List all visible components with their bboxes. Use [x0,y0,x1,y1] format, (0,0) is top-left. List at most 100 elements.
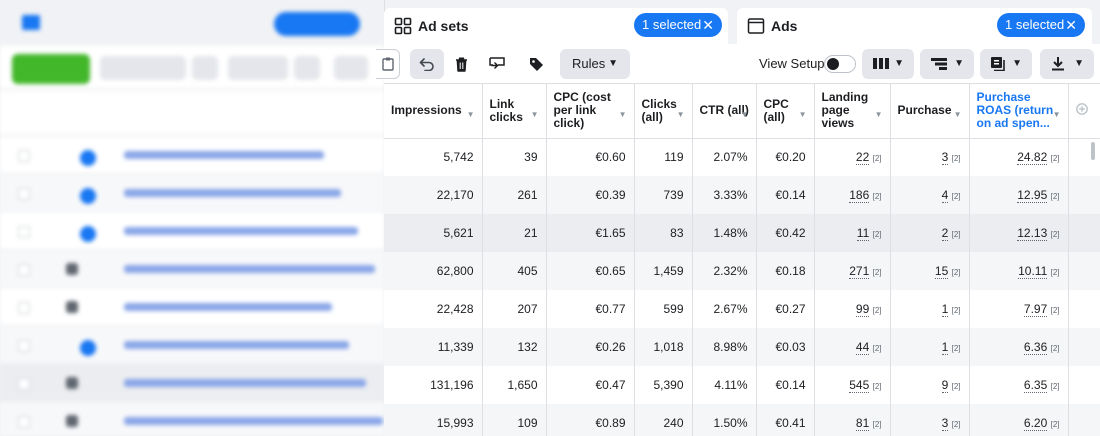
footnote-marker[interactable]: [2] [951,154,961,164]
table-row[interactable]: 5,742 39 €0.60 119 2.07% €0.20 22 [2] 3 [2] 24.8… [384,138,1100,176]
cell-roas[interactable]: 10.11 [2] [969,252,1069,290]
sort-icon[interactable]: ▼ [618,110,627,119]
table-row[interactable]: 15,993 109 €0.89 240 1.50% €0.41 81 [2] 3 [2] 6.… [384,404,1100,436]
campaign-name-blurred[interactable] [124,151,324,159]
campaign-name-blurred[interactable] [124,417,383,425]
footnote-marker[interactable]: [2] [1050,268,1060,277]
columns-dropdown[interactable]: ▼ [862,49,914,79]
footnote-marker[interactable]: [2] [872,306,882,315]
sort-icon[interactable]: ▼ [740,110,749,119]
column-header[interactable]: Impressions ▼ [384,84,483,139]
ads-tab[interactable]: Ads 1 selected ✕ [737,8,1092,44]
delete-button[interactable] [334,56,368,80]
footnote-marker[interactable]: [2] [872,268,882,277]
campaign-row-blurred[interactable] [0,402,384,436]
export-dropdown[interactable]: ▼ [1040,49,1094,79]
breakdown-dropdown[interactable]: ▼ [920,49,974,79]
cell-lpv[interactable]: 22 [2] [814,138,891,176]
row-checkbox[interactable] [18,378,30,390]
row-checkbox[interactable] [18,340,30,352]
cell-lpv[interactable]: 186 [2] [814,176,891,214]
cell-purchase[interactable]: 3 [2] [890,404,970,436]
campaign-row-blurred[interactable] [0,288,384,326]
duplicate-button[interactable] [100,56,186,80]
cell-lpv[interactable]: 99 [2] [814,290,891,328]
footnote-marker[interactable]: [2] [951,306,961,315]
footnote-marker[interactable]: [2] [1050,344,1060,353]
row-checkbox[interactable] [18,302,30,314]
campaign-toggle[interactable] [80,150,96,166]
vertical-scrollbar[interactable] [1091,142,1095,160]
cell-lpv[interactable]: 11 [2] [814,214,891,252]
rules-dropdown[interactable]: Rules ▼ [560,49,630,79]
cell-purchase[interactable]: 9 [2] [890,366,970,404]
cell-roas[interactable]: 6.20 [2] [969,404,1069,436]
campaign-name-blurred[interactable] [124,303,332,311]
cell-purchase[interactable]: 3 [2] [890,138,970,176]
sort-icon[interactable]: ▼ [466,110,475,119]
row-checkbox[interactable] [18,150,30,162]
table-row[interactable]: 5,621 21 €1.65 83 1.48% €0.42 11 [2] 2 [2] 12.13… [384,214,1100,252]
add-column-icon[interactable] [1075,103,1088,116]
campaign-toggle[interactable] [66,377,78,389]
clear-selection-icon[interactable]: ✕ [1065,17,1077,33]
footnote-marker[interactable]: [2] [872,420,882,429]
table-row[interactable]: 131,196 1,650 €0.47 5,390 4.11% €0.14 545 [2] 9… [384,366,1100,404]
campaign-name-blurred[interactable] [124,379,366,387]
adsets-tab[interactable]: Ad sets 1 selected ✕ [384,8,728,44]
footnote-marker[interactable]: [2] [1050,192,1060,201]
footnote-marker[interactable]: [2] [1050,230,1060,239]
table-row[interactable]: 11,339 132 €0.26 1,018 8.98% €0.03 44 [2] 1 [2]… [384,328,1100,366]
column-header[interactable]: Landing page views ▼ [814,84,891,139]
cell-lpv[interactable]: 545 [2] [814,366,891,404]
campaign-name-blurred[interactable] [124,189,341,197]
sort-icon[interactable]: ▼ [1052,110,1061,119]
footnote-marker[interactable]: [2] [951,230,961,239]
table-row[interactable]: 62,800 405 €0.65 1,459 2.32% €0.18 271 [2] 15 [… [384,252,1100,290]
column-header[interactable]: CPC (cost per link click) ▼ [546,84,635,139]
footnote-marker[interactable]: [2] [872,230,882,239]
campaign-row-blurred[interactable] [0,326,384,364]
row-checkbox[interactable] [18,416,30,428]
export-button[interactable] [376,49,400,79]
cell-purchase[interactable]: 1 [2] [890,328,970,366]
campaign-row-blurred[interactable] [0,174,384,212]
column-header[interactable]: Link clicks ▼ [482,84,547,139]
campaign-name-blurred[interactable] [124,227,358,235]
footnote-marker[interactable]: [2] [951,268,961,277]
campaign-row-blurred[interactable] [0,250,384,288]
sort-icon[interactable]: ▼ [676,110,685,119]
cell-lpv[interactable]: 81 [2] [814,404,891,436]
table-row[interactable]: 22,428 207 €0.77 599 2.67% €0.27 99 [2] 1 [2] 7.… [384,290,1100,328]
sort-icon[interactable]: ▼ [874,110,883,119]
duplicate-dropdown[interactable] [192,56,218,80]
undo-button[interactable] [410,49,444,79]
adsets-selected-pill[interactable]: 1 selected ✕ [634,13,722,37]
campaign-row-blurred[interactable] [0,136,384,174]
campaign-row-blurred[interactable] [0,364,384,402]
footnote-marker[interactable]: [2] [951,420,961,429]
column-header[interactable]: Purchase ▼ [890,84,970,139]
footnote-marker[interactable]: [2] [872,344,882,353]
campaign-toggle[interactable] [80,226,96,242]
cell-roas[interactable]: 6.36 [2] [969,328,1069,366]
edit-button[interactable] [228,56,288,80]
footnote-marker[interactable]: [2] [1050,154,1060,164]
clear-selection-icon[interactable]: ✕ [702,17,714,33]
row-checkbox[interactable] [18,188,30,200]
sort-icon[interactable]: ▼ [953,110,962,119]
footnote-marker[interactable]: [2] [951,382,961,391]
footnote-marker[interactable]: [2] [1050,420,1060,429]
campaign-toggle[interactable] [80,188,96,204]
footnote-marker[interactable]: [2] [951,192,961,201]
cell-purchase[interactable]: 2 [2] [890,214,970,252]
column-header[interactable]: CPC (all) ▼ [756,84,815,139]
row-checkbox[interactable] [18,264,30,276]
cell-roas[interactable]: 24.82 [2] [969,138,1069,176]
add-column-header[interactable] [1068,84,1100,139]
column-header[interactable]: Purchase ROAS (return on ad spen... ▼ [969,84,1069,139]
campaign-name-blurred[interactable] [124,265,375,273]
footnote-marker[interactable]: [2] [872,192,882,201]
view-setup-toggle[interactable] [824,55,856,73]
sort-icon[interactable]: ▼ [530,110,539,119]
